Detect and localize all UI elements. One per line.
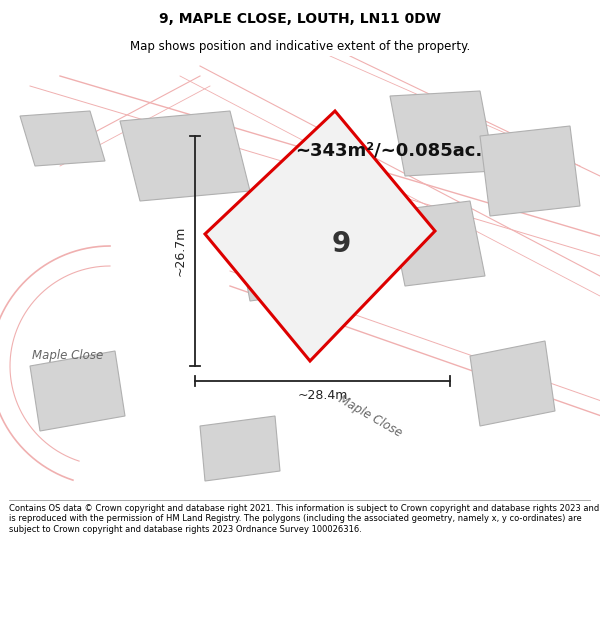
Text: Maple Close: Maple Close	[336, 392, 404, 439]
Text: ~28.4m: ~28.4m	[298, 389, 347, 402]
Polygon shape	[200, 416, 280, 481]
Text: Map shows position and indicative extent of the property.: Map shows position and indicative extent…	[130, 41, 470, 53]
Polygon shape	[205, 111, 435, 361]
Text: Contains OS data © Crown copyright and database right 2021. This information is : Contains OS data © Crown copyright and d…	[9, 504, 599, 534]
Text: 9, MAPLE CLOSE, LOUTH, LN11 0DW: 9, MAPLE CLOSE, LOUTH, LN11 0DW	[159, 12, 441, 26]
Polygon shape	[235, 211, 325, 301]
Polygon shape	[20, 111, 105, 166]
Polygon shape	[30, 351, 125, 431]
Polygon shape	[120, 111, 250, 201]
Text: Maple Close: Maple Close	[32, 349, 104, 362]
Text: ~26.7m: ~26.7m	[174, 226, 187, 276]
Polygon shape	[480, 126, 580, 216]
Polygon shape	[390, 91, 495, 176]
Polygon shape	[390, 201, 485, 286]
Text: 9: 9	[332, 230, 351, 258]
Text: ~343m²/~0.085ac.: ~343m²/~0.085ac.	[295, 141, 482, 159]
Polygon shape	[470, 341, 555, 426]
